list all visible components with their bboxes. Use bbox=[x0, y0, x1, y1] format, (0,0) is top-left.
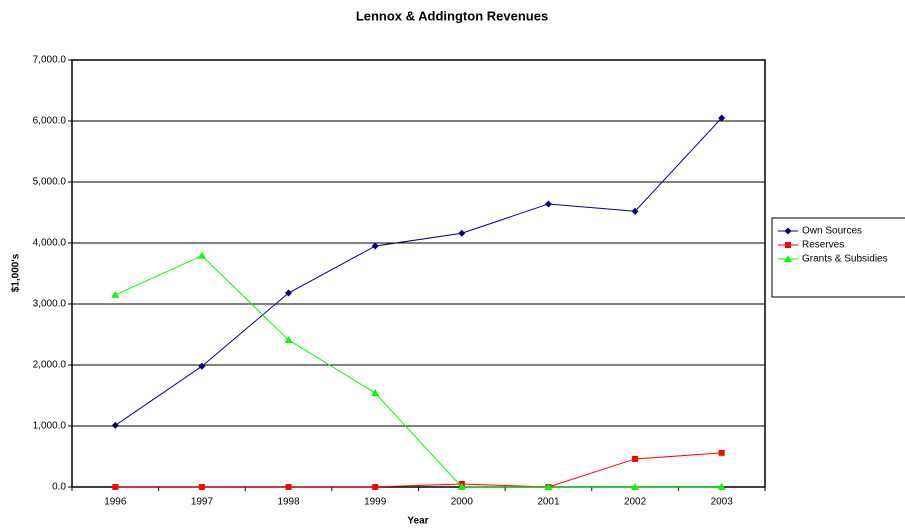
marker bbox=[371, 242, 379, 250]
x-tick-label: 2000 bbox=[451, 497, 474, 508]
x-tick-label: 2001 bbox=[537, 497, 560, 508]
marker bbox=[785, 242, 791, 248]
marker bbox=[632, 455, 639, 462]
x-axis-label: Year bbox=[407, 516, 428, 527]
x-tick-label: 1998 bbox=[277, 497, 300, 508]
marker bbox=[372, 484, 379, 490]
legend-label: Own Sources bbox=[802, 226, 862, 237]
chart-title: Lennox & Addington Revenues bbox=[356, 8, 548, 23]
marker bbox=[784, 255, 792, 262]
y-tick-label: 3,000.0 bbox=[33, 299, 67, 310]
marker bbox=[718, 114, 726, 122]
marker bbox=[544, 483, 553, 490]
marker bbox=[631, 483, 640, 490]
marker bbox=[111, 421, 119, 429]
marker bbox=[198, 362, 206, 370]
marker bbox=[718, 449, 725, 456]
marker bbox=[112, 484, 119, 490]
marker bbox=[544, 200, 552, 208]
marker bbox=[285, 289, 293, 297]
marker bbox=[631, 207, 639, 215]
x-tick-label: 1997 bbox=[191, 497, 214, 508]
y-axis-label: $1,000's bbox=[11, 253, 22, 292]
marker bbox=[284, 335, 293, 343]
y-tick-label: 0.0 bbox=[52, 482, 66, 493]
series-line bbox=[115, 255, 722, 488]
marker bbox=[458, 229, 466, 237]
y-tick-label: 4,000.0 bbox=[33, 238, 67, 249]
y-tick-label: 1,000.0 bbox=[33, 421, 67, 432]
marker bbox=[197, 251, 206, 259]
series-line bbox=[115, 117, 723, 426]
y-tick-label: 6,000.0 bbox=[33, 116, 67, 127]
legend-label: Grants & Subsidies bbox=[802, 254, 888, 265]
marker bbox=[717, 483, 726, 490]
y-tick-label: 2,000.0 bbox=[33, 360, 67, 371]
marker bbox=[111, 290, 120, 298]
legend-label: Reserves bbox=[802, 240, 844, 251]
marker bbox=[198, 484, 205, 490]
y-tick-label: 7,000.0 bbox=[33, 55, 67, 66]
x-tick-label: 2002 bbox=[624, 497, 647, 508]
marker bbox=[457, 483, 466, 490]
x-tick-label: 1999 bbox=[364, 497, 387, 508]
marker bbox=[784, 227, 792, 235]
marker bbox=[371, 389, 380, 397]
series-line bbox=[115, 452, 722, 488]
x-tick-label: 2003 bbox=[711, 497, 734, 508]
y-tick-label: 5,000.0 bbox=[33, 177, 67, 188]
x-tick-label: 1996 bbox=[104, 497, 127, 508]
plot-area bbox=[72, 60, 765, 487]
marker bbox=[285, 484, 292, 490]
